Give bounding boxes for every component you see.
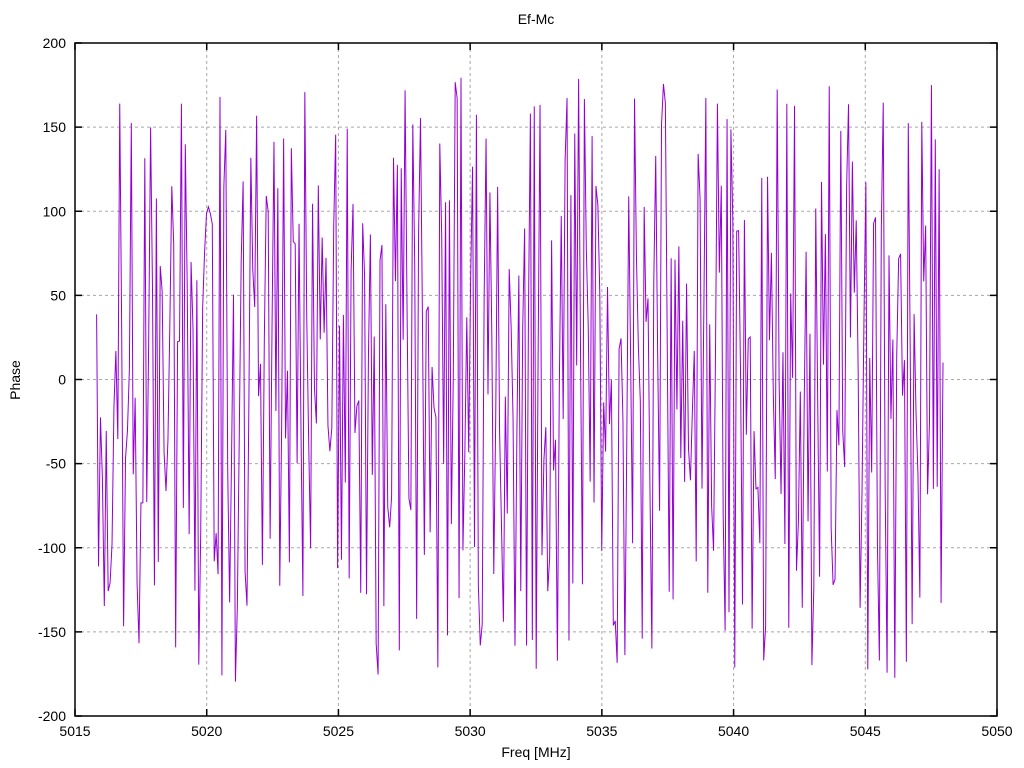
x-tick-label: 5015 xyxy=(59,723,90,739)
x-tick-label: 5045 xyxy=(850,723,881,739)
y-tick-label: 50 xyxy=(50,287,66,303)
x-tick-label: 5050 xyxy=(981,723,1012,739)
y-tick-label: 150 xyxy=(43,119,67,135)
x-tick-label: 5025 xyxy=(323,723,354,739)
y-tick-label: -50 xyxy=(46,456,66,472)
x-tick-label: 5020 xyxy=(191,723,222,739)
y-tick-label: -200 xyxy=(38,708,66,724)
y-tick-label: -100 xyxy=(38,540,66,556)
x-tick-label: 5035 xyxy=(586,723,617,739)
x-tick-label: 5040 xyxy=(718,723,749,739)
y-tick-label: 200 xyxy=(43,35,67,51)
y-tick-label: 100 xyxy=(43,203,67,219)
x-tick-label: 5030 xyxy=(455,723,486,739)
y-tick-label: -150 xyxy=(38,624,66,640)
data-series xyxy=(96,77,944,682)
x-axis-label: Freq [MHz] xyxy=(501,744,571,760)
chart-title: Ef-Mc xyxy=(517,11,555,27)
y-tick-label: 0 xyxy=(58,372,66,388)
